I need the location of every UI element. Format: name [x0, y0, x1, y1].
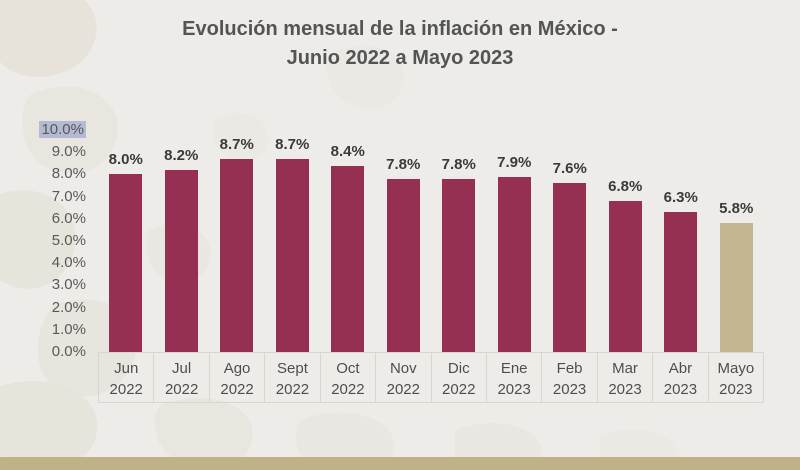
- y-axis-tick-label-1: 1.0%: [51, 320, 86, 338]
- bar-value-label-ene-2023: 7.9%: [497, 153, 532, 171]
- x-axis-category-sept-2022: Sept 2022: [264, 353, 319, 402]
- bar-value-label-ago-2022: 8.7%: [219, 135, 254, 153]
- category-year-label: 2022: [220, 381, 254, 398]
- x-axis-category-nov-2022: Nov 2022: [375, 353, 430, 402]
- bar-value-label-oct-2022: 8.4%: [330, 142, 365, 160]
- bar-abr-2023: [664, 212, 698, 352]
- x-axis-category-ago-2022: Ago 2022: [208, 353, 264, 402]
- category-year-label: 2023: [497, 381, 531, 398]
- category-year-label: 2023: [719, 381, 753, 398]
- category-year-label: 2022: [275, 381, 310, 398]
- y-axis-tick-label-6: 6.0%: [51, 209, 86, 227]
- bar-value-label-dic-2022: 7.8%: [441, 155, 476, 173]
- y-axis-tick-label-4: 4.0%: [51, 254, 86, 272]
- bar-mayo-2023: [719, 223, 753, 352]
- y-axis-tick-label-10: 10.0%: [22, 120, 86, 140]
- bar-value-label-jul-2022: 8.2%: [164, 146, 199, 164]
- x-axis-category-mayo-2023: Mayo 2023: [707, 353, 763, 402]
- category-month-label: Feb: [556, 360, 583, 377]
- category-month-label: Nov: [389, 360, 417, 377]
- bar-mar-2023: [608, 201, 642, 352]
- bar-value-label-mayo-2023: 5.8%: [719, 200, 754, 218]
- chart-title-line1: Evolución mensual de la inflación en Méx…: [182, 18, 618, 40]
- bar-value-label-nov-2022: 7.8%: [386, 155, 421, 173]
- category-year-label: 2022: [164, 381, 199, 398]
- y-axis-tick-label-8: 8.0%: [51, 165, 86, 183]
- category-month-label: Jul: [172, 360, 192, 377]
- y-axis-tick-label-2: 2.0%: [51, 298, 86, 316]
- category-month-label: Jun: [114, 360, 139, 377]
- y-axis-tick-label-5: 5.0%: [51, 232, 86, 249]
- bar-ene-2023: [497, 176, 531, 352]
- category-month-label: Dic: [447, 360, 470, 377]
- x-axis-category-oct-2022: Oct 2022: [319, 353, 375, 402]
- bar-feb-2023: [553, 183, 587, 352]
- x-axis-category-mar-2023: Mar 2023: [596, 353, 652, 402]
- x-axis-category-dic-2022: Dic 2022: [430, 353, 486, 402]
- category-year-label: 2023: [552, 381, 587, 398]
- bar-oct-2022: [331, 165, 365, 352]
- category-month-label: Mar: [612, 360, 638, 377]
- footer-accent-bar: [0, 457, 800, 470]
- y-axis-tick-highlight: 10.0%: [39, 121, 86, 138]
- bar-nov-2022: [386, 178, 420, 352]
- category-year-label: 2022: [442, 381, 476, 398]
- chart-title: Evolución mensual de la inflación en Méx…: [0, 15, 800, 73]
- bar-jun-2022: [109, 174, 143, 352]
- bar-value-label-abr-2023: 6.3%: [663, 189, 698, 207]
- bar-sept-2022: [275, 158, 309, 352]
- x-axis-category-ene-2023: Ene 2023: [485, 353, 541, 402]
- category-year-label: 2022: [331, 381, 365, 398]
- y-axis-tick-label-7: 7.0%: [51, 187, 86, 205]
- bar-jul-2022: [164, 169, 198, 352]
- bar-dic-2022: [442, 178, 476, 352]
- x-axis-category-feb-2023: Feb 2023: [541, 353, 596, 402]
- chart-title-line2: Junio 2022 a Mayo 2023: [286, 47, 514, 69]
- category-year-label: 2022: [386, 381, 420, 398]
- x-axis-category-jun-2022: Jun 2022: [99, 353, 153, 402]
- y-axis-tick-label-0: 0.0%: [51, 343, 86, 360]
- bar-value-label-feb-2023: 7.6%: [552, 160, 587, 178]
- category-year-label: 2023: [663, 381, 698, 398]
- category-month-label: Sept: [277, 360, 308, 377]
- x-axis-category-abr-2023: Abr 2023: [652, 353, 707, 402]
- bar-value-label-sept-2022: 8.7%: [275, 135, 310, 153]
- category-month-label: Abr: [668, 360, 693, 377]
- category-month-label: Oct: [336, 360, 360, 377]
- x-axis-category-jul-2022: Jul 2022: [153, 353, 208, 402]
- bar-ago-2022: [220, 158, 254, 352]
- x-axis-category-table: Jun 2022 Jul 2022 Ago 2022 Sept 2022 Oct 2022 Nov 2…: [98, 352, 764, 403]
- bar-value-label-jun-2022: 8.0%: [108, 151, 143, 169]
- y-axis-tick-label-3: 3.0%: [51, 276, 86, 294]
- category-month-label: Ene: [500, 360, 528, 377]
- category-year-label: 2023: [608, 381, 642, 398]
- category-month-label: Mayo: [717, 360, 755, 377]
- category-year-label: 2022: [109, 381, 143, 398]
- category-month-label: Ago: [223, 360, 251, 377]
- bar-value-label-mar-2023: 6.8%: [608, 178, 643, 196]
- y-axis-tick-label-9: 9.0%: [51, 143, 86, 161]
